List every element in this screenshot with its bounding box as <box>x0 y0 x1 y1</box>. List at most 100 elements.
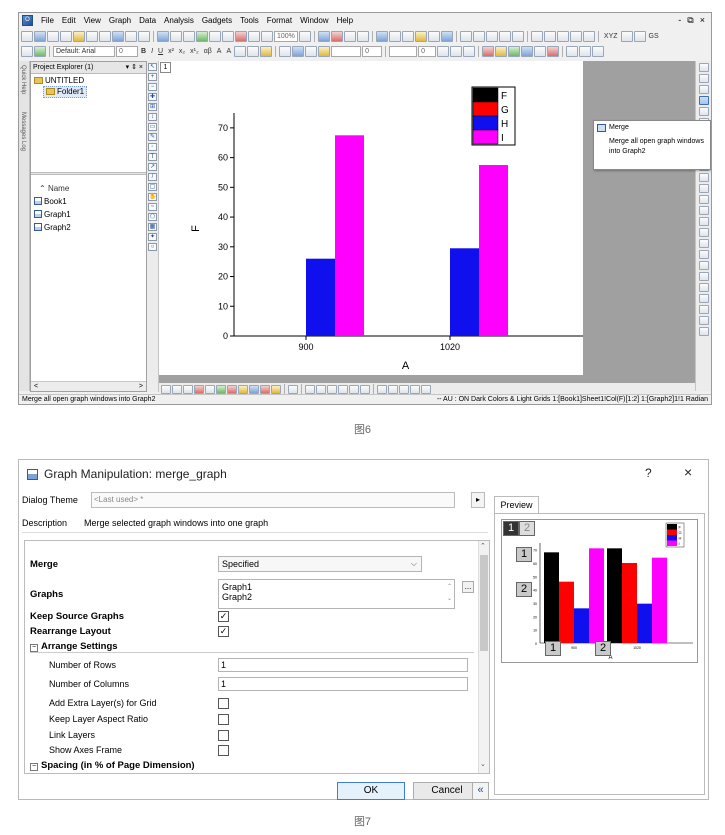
new-worksheet-icon[interactable] <box>34 31 46 42</box>
zoom-out-tool-icon[interactable]: − <box>148 83 157 91</box>
insert-graph-icon[interactable]: ▦ <box>148 223 157 231</box>
zoom-in-tool-icon[interactable]: + <box>148 73 157 81</box>
scroll-up-icon[interactable]: ⌃ <box>480 543 486 550</box>
recalculate-icon[interactable] <box>209 31 221 42</box>
scrollbar-thumb[interactable] <box>480 555 488 651</box>
settings-scrollbar[interactable]: ⌃ ⌄ <box>478 541 489 773</box>
timestamp-icon[interactable] <box>698 327 709 336</box>
sort-icon[interactable] <box>485 31 498 42</box>
3d-bar-icon[interactable] <box>316 384 326 394</box>
link-checkbox[interactable] <box>218 730 229 741</box>
frame-checkbox[interactable] <box>218 745 229 756</box>
draw-data-icon[interactable]: ✎ <box>148 133 157 141</box>
scroll-down-icon[interactable]: ⌄ <box>480 761 486 768</box>
box-size-combo[interactable]: 0 <box>418 46 437 57</box>
command-window-icon[interactable] <box>356 31 369 42</box>
new-project-icon[interactable] <box>21 31 33 42</box>
circle-tool-icon[interactable]: ○ <box>148 243 157 251</box>
swap-axes-icon[interactable] <box>698 261 709 270</box>
save-project-icon[interactable] <box>157 31 169 42</box>
superscript-button[interactable]: x² <box>168 48 174 55</box>
zoom-arrow-icon[interactable] <box>298 31 311 42</box>
set-disregard-icon[interactable] <box>620 31 633 42</box>
line-symbol-plot-icon[interactable] <box>183 384 193 394</box>
bold-button[interactable]: B <box>141 48 147 55</box>
set-column-values-icon[interactable] <box>472 31 485 42</box>
matrix-contour-icon[interactable] <box>388 384 398 394</box>
add-bottom-x-icon[interactable] <box>698 74 709 83</box>
line-color-icon[interactable] <box>305 46 318 57</box>
zoom-combo[interactable]: 100% <box>274 31 298 42</box>
import-icon[interactable] <box>183 31 195 42</box>
mask-color-icon[interactable] <box>547 46 560 57</box>
menu-gadgets[interactable]: Gadgets <box>201 16 233 25</box>
add-table-icon[interactable] <box>698 206 709 215</box>
menu-edit[interactable]: Edit <box>61 16 76 25</box>
set-label-icon[interactable] <box>633 31 646 42</box>
3d-wire-icon[interactable] <box>338 384 348 394</box>
table-icon[interactable] <box>463 46 476 57</box>
filter-icon[interactable] <box>556 31 569 42</box>
new-layout-icon[interactable] <box>86 31 98 42</box>
mask-points-icon[interactable]: ◦ <box>148 143 157 151</box>
explorer-hscrollbar[interactable]: < > <box>31 381 146 391</box>
open-template-icon[interactable] <box>125 31 137 42</box>
3d-tilt-icon[interactable] <box>579 46 592 57</box>
preview-tab[interactable]: Preview <box>494 496 539 514</box>
menu-analysis[interactable]: Analysis <box>164 16 194 25</box>
scroll-right-icon[interactable]: > <box>138 383 143 390</box>
fill-color-icon[interactable] <box>279 46 292 57</box>
apps-icon[interactable] <box>388 31 401 42</box>
symbol-shape-icon[interactable] <box>437 46 450 57</box>
3d-waterfall-icon[interactable] <box>349 384 359 394</box>
open-icon[interactable] <box>112 31 124 42</box>
new-layer-icon[interactable] <box>698 63 709 72</box>
font-combo[interactable]: Default: Arial <box>53 46 115 57</box>
matrix-profile-icon[interactable] <box>421 384 431 394</box>
box-style-combo[interactable] <box>389 46 418 57</box>
scroll-left-icon[interactable]: < <box>34 383 39 390</box>
3d-surface-icon[interactable] <box>305 384 315 394</box>
area-plot-icon[interactable] <box>205 384 215 394</box>
project-explorer-controls[interactable]: ▾ ⇕ × <box>125 64 143 71</box>
rearrange-checkbox[interactable]: ✓ <box>218 626 229 637</box>
menu-view[interactable]: View <box>83 16 101 25</box>
keep-source-checkbox[interactable]: ✓ <box>218 611 229 622</box>
extract-layers-icon[interactable] <box>698 107 709 116</box>
align-center-icon[interactable] <box>247 46 260 57</box>
menu-tools[interactable]: Tools <box>240 16 259 25</box>
menu-format[interactable]: Format <box>266 16 293 25</box>
disable-mask-icon[interactable] <box>534 46 547 57</box>
column-designation-gs[interactable]: GS <box>648 33 659 40</box>
data-reader-icon[interactable]: ⊞ <box>148 103 157 111</box>
add-rows-icon[interactable] <box>34 46 46 57</box>
annotation-tool-icon[interactable]: ✦ <box>148 233 157 241</box>
list-item[interactable]: Graph2 <box>34 221 146 234</box>
menu-window[interactable]: Window <box>300 16 329 25</box>
pointer-tool-icon[interactable]: ↖ <box>148 63 157 71</box>
menu-graph[interactable]: Graph <box>108 16 132 25</box>
messages-log-tab[interactable]: Messages Log <box>20 112 26 152</box>
quick-help-tab[interactable]: Quick Help <box>20 65 26 95</box>
help-button[interactable]: ? <box>645 466 652 480</box>
layer-1-button[interactable]: 1 <box>160 62 171 73</box>
import-wizard-icon[interactable] <box>196 31 208 42</box>
preview-page-tab-2[interactable]: 2 <box>519 521 535 536</box>
spacing-section[interactable]: − Spacing (in % of Page Dimension) <box>30 760 474 771</box>
line-tool-icon[interactable]: / <box>148 173 157 181</box>
reduce-icon[interactable] <box>569 31 582 42</box>
decrease-font-button[interactable]: A <box>226 48 232 55</box>
font-color-icon[interactable] <box>260 46 273 57</box>
learning-center-icon[interactable] <box>440 31 453 42</box>
list-item[interactable]: Book1 <box>34 195 146 208</box>
polygon-tool-icon[interactable]: ⬠ <box>148 213 157 221</box>
menu-help[interactable]: Help <box>336 16 354 25</box>
supersub-button[interactable]: x¹₂ <box>190 48 199 55</box>
hand-tool-icon[interactable]: ✋ <box>148 193 157 201</box>
close-icon[interactable]: × <box>699 15 705 25</box>
new-notes-icon[interactable] <box>99 31 111 42</box>
speed-mode-icon[interactable] <box>698 228 709 237</box>
list-item[interactable]: Graph1 <box>222 582 253 592</box>
statistics-icon[interactable] <box>498 31 511 42</box>
align-left-icon[interactable] <box>234 46 247 57</box>
